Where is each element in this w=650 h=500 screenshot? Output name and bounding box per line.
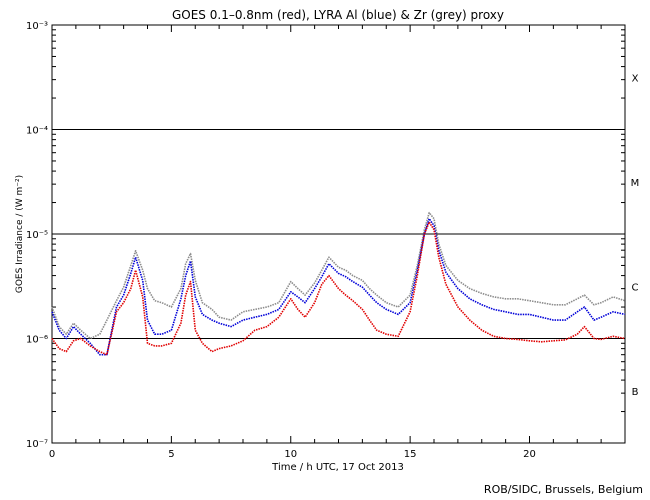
y-tick-label: 10⁻³: [26, 21, 48, 32]
flare-class-label: X: [632, 73, 639, 84]
chart-title: GOES 0.1–0.8nm (red), LYRA Al (blue) & Z…: [172, 8, 504, 22]
x-tick-label: 10: [284, 449, 297, 460]
series-line: [51, 211, 626, 340]
y-axis-label: GOES Irradiance / (W m⁻²): [15, 175, 25, 293]
flare-class-label: C: [632, 282, 639, 293]
y-tick-label: 10⁻⁴: [26, 126, 48, 137]
series-line: [51, 217, 626, 356]
flare-class-label: M: [631, 178, 640, 189]
x-tick-label: 15: [404, 449, 417, 460]
y-tick-label: 10⁻⁵: [26, 230, 48, 241]
plot-area: 10⁻⁷ 10⁻⁶ 10⁻⁵ 10⁻⁴ 10⁻³ 0 5 10 15 20 X M C B: [26, 21, 639, 460]
x-tick-label: 0: [49, 449, 55, 460]
y-tick-label: 10⁻⁷: [26, 439, 48, 450]
x-axis-label: Time / h UTC, 17 Oct 2013: [271, 462, 404, 473]
flare-class-label: B: [632, 387, 639, 398]
credit-text: ROB/SIDC, Brussels, Belgium: [483, 483, 643, 496]
x-tick-label: 20: [523, 449, 536, 460]
x-tick-label: 5: [168, 449, 174, 460]
y-tick-label: 10⁻⁶: [26, 335, 48, 346]
series-line: [51, 221, 626, 356]
